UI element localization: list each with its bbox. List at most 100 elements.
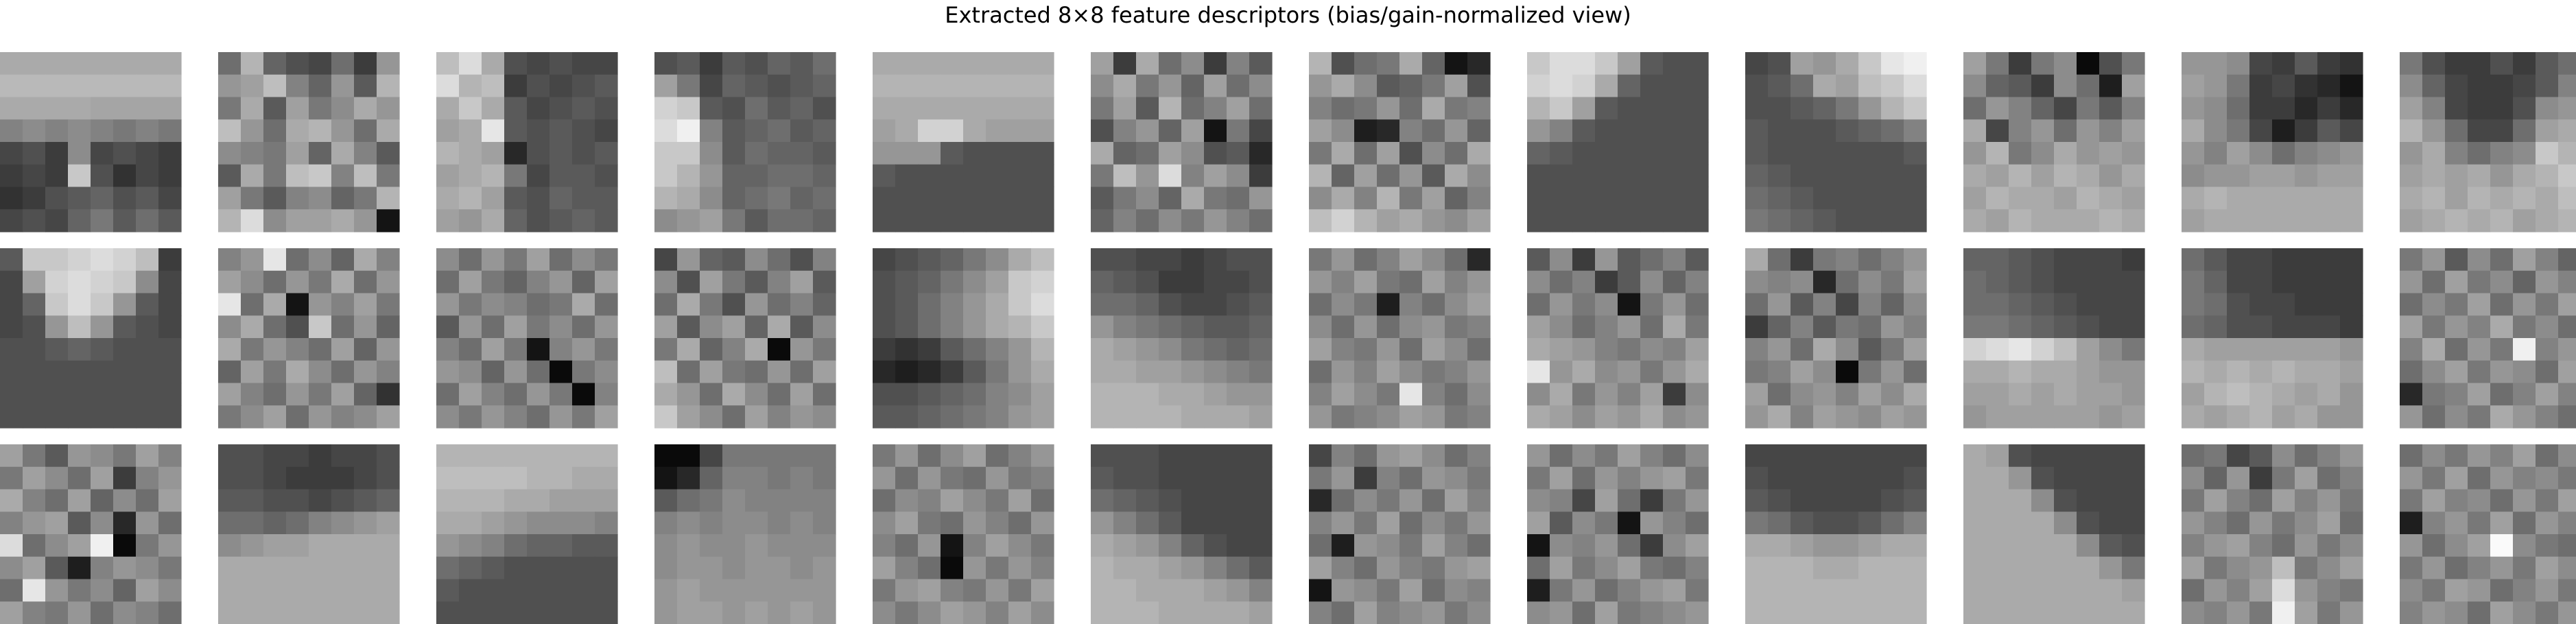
patch-cell	[218, 248, 241, 272]
patch-cell	[527, 248, 550, 272]
patch-cell	[263, 248, 287, 272]
patch-cell	[873, 338, 896, 361]
patch-cell	[218, 74, 241, 98]
patch-cell	[550, 466, 573, 490]
patch-cell	[654, 248, 678, 272]
patch-cell	[2558, 270, 2576, 294]
patch-cell	[1858, 444, 1882, 468]
patch-cell	[436, 52, 460, 75]
patch-cell	[2400, 489, 2423, 512]
patch-cell	[1309, 209, 1332, 232]
patch-cell	[1008, 270, 1032, 294]
patch-cell	[136, 270, 159, 294]
patch-cell	[700, 119, 723, 143]
patch-cell	[309, 466, 332, 490]
patch-cell	[377, 270, 400, 294]
patch-cell	[1249, 209, 1273, 232]
patch-cell	[2295, 315, 2318, 339]
patch-cell	[1399, 601, 1423, 624]
patch-cell	[1249, 556, 1273, 580]
patch-cell	[1836, 209, 1859, 232]
patch-cell	[1904, 119, 1927, 143]
patch-cell	[91, 383, 114, 406]
patch-cell	[1791, 512, 1814, 535]
patch-cell	[1963, 444, 1987, 468]
patch-cell	[722, 248, 746, 272]
patch-cell	[1686, 74, 1709, 98]
patch-cell	[2490, 360, 2514, 384]
patch-cell	[2272, 52, 2295, 75]
patch-cell	[91, 512, 114, 535]
patch-cell	[745, 209, 768, 232]
patch-cell	[113, 466, 137, 490]
patch-cell	[45, 315, 69, 339]
patch-cell	[941, 579, 964, 602]
patch-cell	[1550, 556, 1573, 580]
patch-cell	[813, 579, 836, 602]
patch-cell	[1467, 383, 1491, 406]
patch-cell	[23, 209, 46, 232]
patch-cell	[2317, 556, 2341, 580]
patch-cell	[136, 248, 159, 272]
patch-cell	[263, 466, 287, 490]
patch-cell	[45, 489, 69, 512]
patch-cell	[654, 187, 678, 210]
patch-cell	[1008, 119, 1032, 143]
patch-cell	[1159, 74, 1182, 98]
patch-cell	[1904, 489, 1927, 512]
patch-cell	[722, 360, 746, 384]
patch-cell	[1467, 489, 1491, 512]
patch-cell	[68, 405, 91, 429]
patch-cell	[23, 579, 46, 602]
patch-cell	[1904, 466, 1927, 490]
patch-cell	[2099, 187, 2123, 210]
patch-cell	[354, 97, 377, 120]
patch-cell	[572, 556, 595, 580]
patch-cell	[550, 360, 573, 384]
patch-cell	[1550, 466, 1573, 490]
descriptor-patch-r2-c1	[0, 248, 182, 429]
patch-cell	[768, 512, 791, 535]
patch-cell	[1332, 164, 1355, 188]
patch-cell	[1813, 489, 1836, 512]
patch-cell	[1031, 534, 1054, 557]
patch-cell	[45, 444, 69, 468]
patch-cell	[790, 512, 814, 535]
patch-cell	[1091, 74, 1114, 98]
patch-cell	[113, 444, 137, 468]
patch-cell	[527, 338, 550, 361]
patch-cell	[286, 601, 309, 624]
patch-cell	[354, 512, 377, 535]
patch-cell	[2009, 405, 2032, 429]
patch-cell	[1159, 52, 1182, 75]
patch-cell	[873, 489, 896, 512]
patch-cell	[722, 405, 746, 429]
patch-cell	[1181, 119, 1205, 143]
patch-cell	[2490, 142, 2514, 165]
patch-cell	[745, 187, 768, 210]
patch-cell	[677, 338, 700, 361]
patch-cell	[1686, 248, 1709, 272]
patch-cell	[459, 142, 482, 165]
patch-cell	[1467, 579, 1491, 602]
patch-cell	[1249, 164, 1273, 188]
patch-cell	[2204, 338, 2228, 361]
patch-cell	[286, 466, 309, 490]
patch-cell	[2122, 119, 2145, 143]
patch-cell	[1618, 601, 1641, 624]
patch-cell	[768, 248, 791, 272]
patch-cell	[745, 97, 768, 120]
patch-cell	[241, 444, 264, 468]
patch-cell	[1745, 315, 1769, 339]
patch-cell	[1858, 74, 1882, 98]
patch-cell	[722, 187, 746, 210]
patch-cell	[1309, 315, 1332, 339]
patch-cell	[1181, 489, 1205, 512]
patch-cell	[527, 315, 550, 339]
patch-cell	[745, 293, 768, 316]
patch-cell	[1204, 293, 1227, 316]
patch-cell	[91, 142, 114, 165]
patch-cell	[1227, 248, 1250, 272]
patch-cell	[2204, 74, 2228, 98]
descriptor-patch-r1-c1	[0, 52, 182, 232]
